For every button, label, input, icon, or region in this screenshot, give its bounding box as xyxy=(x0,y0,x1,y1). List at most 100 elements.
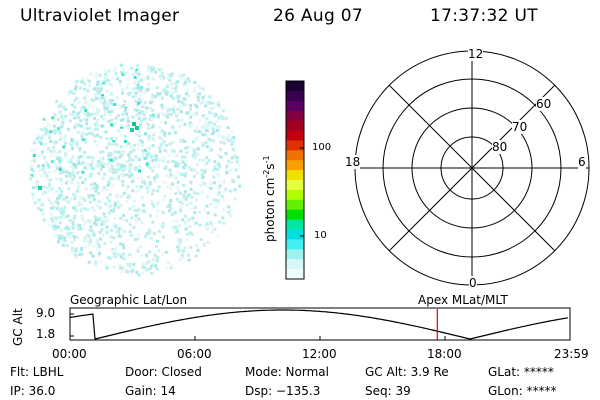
uv-pixel xyxy=(213,227,217,231)
uv-pixel xyxy=(103,79,107,83)
uv-pixel xyxy=(103,186,106,189)
uv-pixel xyxy=(154,70,158,74)
uv-pixel xyxy=(132,226,136,229)
uv-pixel xyxy=(150,192,154,196)
uv-pixel xyxy=(57,197,61,201)
uv-pixel xyxy=(130,173,134,177)
uv-pixel xyxy=(205,119,209,123)
uv-pixel xyxy=(52,226,56,230)
lat-label-70: 70 xyxy=(512,120,528,134)
uv-pixel xyxy=(61,239,65,243)
uv-pixel xyxy=(39,174,43,178)
uv-pixel xyxy=(79,251,83,255)
uv-pixel xyxy=(183,155,187,159)
uv-pixel xyxy=(194,254,198,258)
uv-pixel xyxy=(76,181,80,185)
uv-pixel xyxy=(83,178,87,181)
uv-pixel xyxy=(86,87,90,91)
uv-pixel xyxy=(137,232,141,236)
uv-pixel xyxy=(185,238,189,242)
uv-pixel xyxy=(190,123,194,127)
uv-pixel xyxy=(76,186,80,190)
uv-pixel xyxy=(59,134,63,138)
uv-pixel xyxy=(32,196,36,200)
uv-pixel xyxy=(145,186,149,190)
uv-pixel xyxy=(69,142,73,146)
uv-pixel xyxy=(206,211,210,215)
uv-pixel xyxy=(124,143,128,147)
uv-pixel xyxy=(64,114,68,118)
uv-pixel xyxy=(230,129,234,133)
uv-pixel xyxy=(107,206,110,209)
uv-pixel xyxy=(133,81,137,85)
uv-pixel xyxy=(73,105,77,109)
uv-pixel xyxy=(92,198,96,202)
uv-pixel xyxy=(120,118,123,122)
uv-pixel xyxy=(150,155,153,159)
uv-pixel xyxy=(180,155,184,159)
uv-pixel xyxy=(136,70,140,74)
uv-pixel xyxy=(157,248,161,252)
uv-pixel xyxy=(89,72,93,76)
uv-pixel xyxy=(162,235,165,239)
uv-pixel xyxy=(128,230,132,234)
uv-pixel xyxy=(184,172,188,176)
timeline-right-caption: Apex MLat/MLT xyxy=(418,293,508,307)
uv-pixel xyxy=(47,196,51,200)
uv-pixel xyxy=(123,140,127,143)
uv-pixel xyxy=(104,72,108,76)
uv-pixel xyxy=(183,163,187,167)
uv-pixel xyxy=(88,220,92,224)
uv-pixel xyxy=(107,104,111,108)
uv-pixel xyxy=(83,96,87,100)
uv-pixel xyxy=(206,227,210,231)
uv-pixel xyxy=(60,124,64,128)
uv-pixel xyxy=(184,197,188,201)
uv-pixel xyxy=(78,196,82,199)
uv-pixel xyxy=(33,139,37,143)
uv-pixel xyxy=(82,87,86,91)
uv-pixel xyxy=(98,231,102,235)
uv-pixel xyxy=(230,156,234,160)
uv-pixel xyxy=(98,206,102,210)
uv-pixel xyxy=(70,240,74,244)
uv-pixel xyxy=(160,73,163,76)
uv-pixel xyxy=(74,163,78,167)
uv-pixel xyxy=(189,107,192,111)
uv-pixel xyxy=(78,201,82,205)
polar-diag-2 xyxy=(388,84,556,252)
uv-pixel xyxy=(140,78,144,82)
uv-pixel xyxy=(83,207,87,211)
uv-pixel xyxy=(61,209,65,213)
uv-pixel xyxy=(134,208,138,212)
uv-pixel xyxy=(86,155,90,159)
uv-pixel xyxy=(149,101,152,105)
timeline-xtick-3: 18:00 xyxy=(427,347,462,361)
uv-pixel xyxy=(106,163,110,167)
uv-pixel xyxy=(168,168,172,172)
uv-pixel xyxy=(157,185,161,189)
uv-pixel xyxy=(98,123,101,127)
uv-pixel xyxy=(184,78,188,82)
uv-pixel xyxy=(152,204,156,208)
uv-pixel xyxy=(213,181,216,185)
uv-pixel xyxy=(214,205,218,209)
uv-pixel xyxy=(194,221,198,225)
uv-pixel xyxy=(128,91,132,95)
uv-pixel xyxy=(222,198,225,201)
uv-pixel xyxy=(187,218,191,222)
uv-pixel xyxy=(173,104,177,108)
uv-pixel xyxy=(73,235,76,239)
uv-pixel xyxy=(227,133,231,137)
uv-pixel xyxy=(165,85,169,88)
uv-pixel xyxy=(29,159,33,163)
uv-pixel xyxy=(58,130,62,134)
uv-pixel xyxy=(176,107,180,111)
uv-pixel xyxy=(224,187,228,191)
uv-pixel xyxy=(126,107,130,111)
uv-pixel xyxy=(107,142,111,146)
uv-pixel xyxy=(204,121,208,125)
uv-pixel xyxy=(178,74,182,78)
uv-pixel xyxy=(101,176,105,180)
uv-pixel xyxy=(136,63,140,67)
